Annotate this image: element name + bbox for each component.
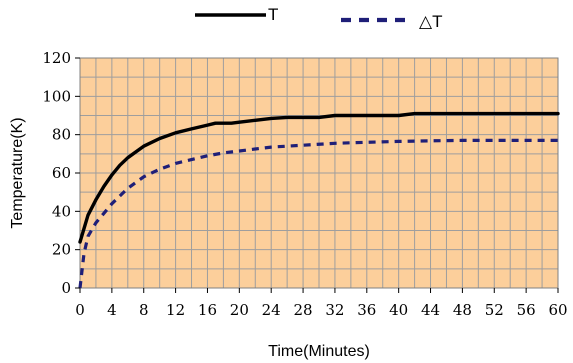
x-tick-label: 36: [357, 301, 376, 319]
y-tick-label: 20: [52, 241, 71, 259]
series-line-t: [78, 111, 560, 244]
y-tick-label: 100: [42, 87, 71, 105]
y-tick-label: 0: [61, 279, 71, 297]
legend-label-delta-t: △T: [419, 12, 442, 31]
x-tick-label: 0: [75, 301, 85, 319]
x-axis-ticks: 0 4 8 12 16 20 24 28 32 36 40 44 48 52 56 60: [75, 288, 568, 319]
y-axis-title: Temperature(K): [9, 117, 26, 228]
y-axis-ticks: 0 20 40 60 80 100 120: [42, 49, 80, 297]
x-tick-label: 4: [107, 301, 117, 319]
series-group: [78, 111, 560, 289]
series-line-delta-t: [78, 138, 558, 289]
y-tick-label: 120: [42, 49, 71, 67]
y-tick-label: 60: [52, 164, 71, 182]
x-tick-label: 24: [262, 301, 281, 319]
x-tick-label: 16: [198, 301, 217, 319]
x-axis-title: Time(Minutes): [268, 343, 370, 360]
x-tick-label: 56: [517, 301, 536, 319]
x-tick-label: 28: [294, 301, 313, 319]
x-tick-label: 40: [389, 301, 408, 319]
x-tick-label: 60: [548, 301, 567, 319]
legend-label-t: T: [268, 5, 278, 24]
y-tick-label: 80: [52, 126, 71, 144]
x-tick-label: 44: [421, 301, 440, 319]
y-tick-label: 40: [52, 202, 71, 220]
grid-lines: [80, 58, 558, 288]
x-tick-label: 20: [230, 301, 249, 319]
x-tick-label: 8: [139, 301, 149, 319]
legend: T △T: [195, 5, 442, 31]
x-tick-label: 48: [453, 301, 472, 319]
x-tick-label: 12: [166, 301, 185, 319]
x-tick-label: 32: [325, 301, 344, 319]
x-tick-label: 52: [485, 301, 504, 319]
